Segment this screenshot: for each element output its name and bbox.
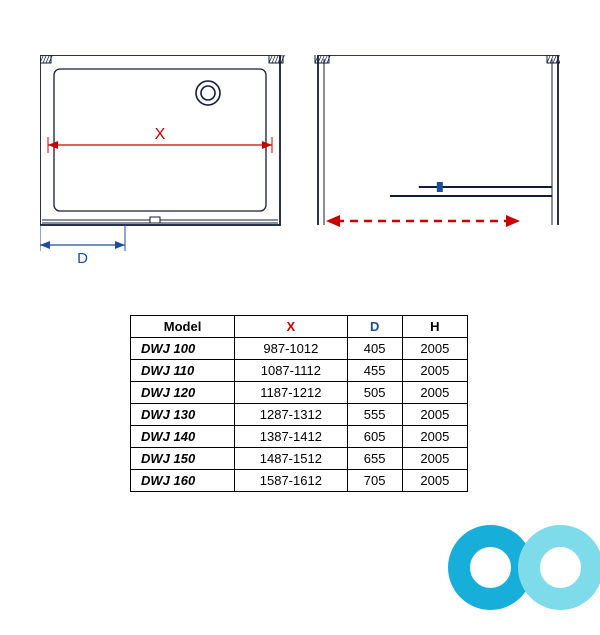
table-cell: 2005 [402, 360, 467, 382]
table-cell: 2005 [402, 470, 467, 492]
table-cell: 2005 [402, 338, 467, 360]
table-cell: DWJ 140 [131, 426, 235, 448]
table-cell: DWJ 110 [131, 360, 235, 382]
table-cell: 2005 [402, 382, 467, 404]
table-row: DWJ 100987-10124052005 [131, 338, 468, 360]
th-d: D [347, 316, 402, 338]
table-cell: DWJ 130 [131, 404, 235, 426]
table-cell: 1587-1612 [235, 470, 348, 492]
table-cell: 1487-1512 [235, 448, 348, 470]
th-model: Model [131, 316, 235, 338]
table-row: DWJ 1601587-16127052005 [131, 470, 468, 492]
table-cell: 2005 [402, 426, 467, 448]
table-cell: 455 [347, 360, 402, 382]
table-cell: 2005 [402, 404, 467, 426]
table-row: DWJ 1501487-15126552005 [131, 448, 468, 470]
table-row: DWJ 1301287-13125552005 [131, 404, 468, 426]
table-cell: 1387-1412 [235, 426, 348, 448]
svg-text:X: X [155, 126, 166, 143]
technical-diagram: XD [40, 55, 560, 290]
th-x: X [235, 316, 348, 338]
watermark-logo [438, 495, 600, 635]
table-cell: 1087-1112 [235, 360, 348, 382]
table-cell: DWJ 150 [131, 448, 235, 470]
table-cell: 405 [347, 338, 402, 360]
th-h: H [402, 316, 467, 338]
table-cell: 505 [347, 382, 402, 404]
table-cell: 605 [347, 426, 402, 448]
table-cell: 1287-1312 [235, 404, 348, 426]
table-row: DWJ 1201187-12125052005 [131, 382, 468, 404]
svg-text:D: D [77, 250, 88, 267]
table-cell: 2005 [402, 448, 467, 470]
dimensions-table: Model X D H DWJ 100987-10124052005DWJ 11… [130, 315, 468, 492]
table-cell: 705 [347, 470, 402, 492]
table-cell: 555 [347, 404, 402, 426]
table-cell: DWJ 100 [131, 338, 235, 360]
table-row: DWJ 1401387-14126052005 [131, 426, 468, 448]
table-cell: 1187-1212 [235, 382, 348, 404]
dimensions-table-wrap: Model X D H DWJ 100987-10124052005DWJ 11… [130, 315, 468, 492]
table-cell: DWJ 160 [131, 470, 235, 492]
table-cell: 987-1012 [235, 338, 348, 360]
table-cell: DWJ 120 [131, 382, 235, 404]
table-cell: 655 [347, 448, 402, 470]
table-row: DWJ 1101087-11124552005 [131, 360, 468, 382]
